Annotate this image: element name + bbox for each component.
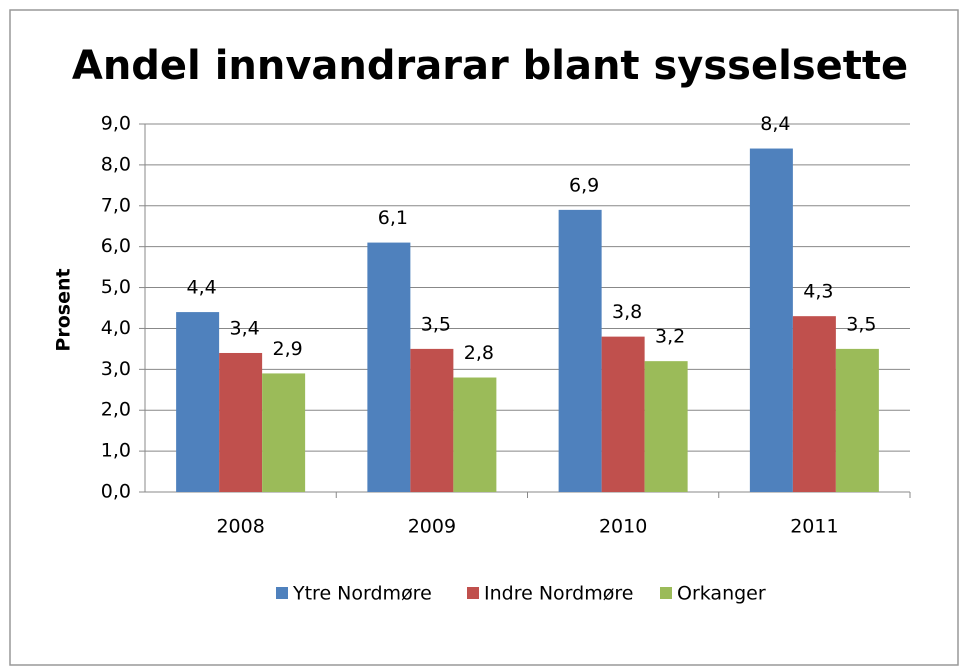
y-tick-label: 0,0 bbox=[101, 481, 131, 503]
data-label: 4,3 bbox=[803, 281, 833, 303]
bar bbox=[644, 361, 688, 492]
bar bbox=[601, 336, 645, 492]
bar bbox=[367, 242, 411, 492]
bar bbox=[219, 352, 263, 492]
y-tick-label: 6,0 bbox=[101, 235, 131, 257]
x-tick-label: 2009 bbox=[408, 516, 456, 538]
data-label: 6,1 bbox=[378, 207, 408, 229]
data-label: 2,8 bbox=[464, 342, 494, 364]
y-tick-label: 8,0 bbox=[101, 153, 131, 175]
data-label: 3,5 bbox=[421, 313, 451, 335]
data-label: 6,9 bbox=[569, 174, 599, 196]
y-tick-label: 5,0 bbox=[101, 276, 131, 298]
x-tick-label: 2008 bbox=[216, 516, 264, 538]
legend-label: Ytre Nordmøre bbox=[292, 583, 432, 605]
chart-title: Andel innvandrarar blant sysselsette bbox=[72, 43, 908, 89]
data-label: 3,4 bbox=[230, 317, 260, 339]
bar bbox=[749, 148, 793, 493]
data-label: 3,2 bbox=[655, 326, 685, 348]
bar bbox=[262, 373, 306, 492]
data-label: 2,9 bbox=[273, 338, 303, 360]
data-label: 3,5 bbox=[846, 313, 876, 335]
legend-swatch bbox=[467, 587, 479, 599]
y-tick-label: 7,0 bbox=[101, 194, 131, 216]
y-tick-label: 9,0 bbox=[101, 113, 131, 135]
bar bbox=[558, 209, 602, 492]
data-label: 8,4 bbox=[760, 113, 790, 135]
x-tick-label: 2011 bbox=[790, 516, 838, 538]
legend-swatch bbox=[276, 587, 288, 599]
data-label: 4,4 bbox=[187, 277, 217, 299]
y-tick-label: 2,0 bbox=[101, 399, 131, 421]
bar bbox=[176, 312, 220, 492]
bar bbox=[835, 348, 879, 492]
x-tick-label: 2010 bbox=[599, 516, 647, 538]
legend-label: Orkanger bbox=[677, 583, 766, 605]
y-tick-label: 3,0 bbox=[101, 358, 131, 380]
bar bbox=[792, 316, 836, 492]
legend-swatch bbox=[660, 587, 672, 599]
data-label: 3,8 bbox=[612, 301, 642, 323]
y-tick-label: 4,0 bbox=[101, 317, 131, 339]
bar bbox=[453, 377, 497, 492]
y-axis-label: Prosent bbox=[53, 268, 75, 351]
y-tick-label: 1,0 bbox=[101, 440, 131, 462]
legend-label: Indre Nordmøre bbox=[484, 583, 633, 605]
bar bbox=[410, 348, 454, 492]
